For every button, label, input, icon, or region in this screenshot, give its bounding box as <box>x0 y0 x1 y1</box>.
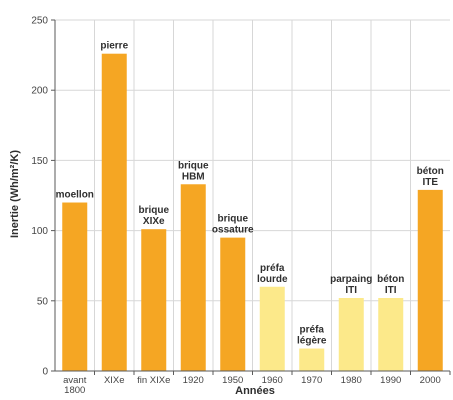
bar-label-line: ITI <box>385 285 397 296</box>
bar-label-line: parpaing <box>330 274 372 285</box>
bar-label-line: ITE <box>422 177 438 188</box>
bar-label-line: XIXe <box>143 216 165 227</box>
bar-label-line: brique <box>178 160 209 171</box>
y-tick-label: 250 <box>31 16 48 27</box>
bar-label-line: ossature <box>212 225 254 236</box>
bar-label-line: préfa <box>260 263 285 274</box>
y-tick-label: 50 <box>37 296 49 307</box>
x-tick-label: 2000 <box>420 375 441 386</box>
bar-label-line: ITI <box>345 285 357 296</box>
bar <box>417 189 443 371</box>
x-tick-label: 1970 <box>301 375 322 386</box>
bar-label-line: préfa <box>300 325 325 336</box>
bar-label-line: béton <box>417 166 444 177</box>
bar-label: béton ITE <box>417 166 444 188</box>
bar-label-line: béton <box>377 274 404 285</box>
grid-layer <box>55 19 450 371</box>
x-tick-label: XIXe <box>104 375 125 386</box>
bar <box>259 286 285 371</box>
bar-label: brique HBM <box>178 160 209 182</box>
axes-layer: 0 50 100 150 200 250 avant 1800 XIXe fin XIXe 1920… <box>31 16 451 396</box>
bar-label: brique XIXe <box>138 205 169 227</box>
x-tick-label: avant 1800 <box>63 375 87 396</box>
x-axis-title: Années <box>235 385 275 397</box>
y-tick-label: 100 <box>31 226 48 237</box>
y-tick-label: 150 <box>31 156 48 167</box>
bar <box>141 229 167 371</box>
bar <box>180 184 206 371</box>
x-tick-label: 1920 <box>183 375 204 386</box>
bar <box>62 202 88 371</box>
bar-label-line: HBM <box>182 171 205 182</box>
y-axis-title: Inertie (Wh/m²/K) <box>9 150 21 238</box>
bars-layer <box>62 53 443 372</box>
x-tick-label-line: 1800 <box>64 385 85 396</box>
bar-label: préfa lourde <box>257 263 288 285</box>
bar-label-line: pierre <box>100 41 128 52</box>
bar-label-line: lourde <box>257 274 288 285</box>
bar-label-line: légère <box>297 336 327 347</box>
bar-label: parpaing ITI <box>330 274 372 296</box>
bar <box>378 297 404 371</box>
bar-label: moellon <box>56 190 94 201</box>
bar <box>101 53 127 372</box>
bar <box>338 297 364 371</box>
y-tick-label: 0 <box>42 367 48 378</box>
y-tick-label: 200 <box>31 86 48 97</box>
x-tick-label: 1990 <box>380 375 401 386</box>
x-tick-label-line: avant <box>63 375 87 386</box>
bar-label-line: brique <box>217 214 248 225</box>
bar-label-line: brique <box>138 205 169 216</box>
x-tick-label: 1960 <box>262 375 283 386</box>
bar-label: préfa légère <box>297 325 327 347</box>
bar <box>299 348 325 371</box>
bar <box>220 237 246 371</box>
bar-label-line: moellon <box>56 190 94 201</box>
bar-label: pierre <box>100 41 128 52</box>
x-tick-label: fin XIXe <box>137 375 170 386</box>
x-tick-label: 1980 <box>341 375 362 386</box>
bar-label: brique ossature <box>212 214 254 236</box>
bar-label: béton ITI <box>377 274 404 296</box>
x-tick-label: 1950 <box>222 375 243 386</box>
